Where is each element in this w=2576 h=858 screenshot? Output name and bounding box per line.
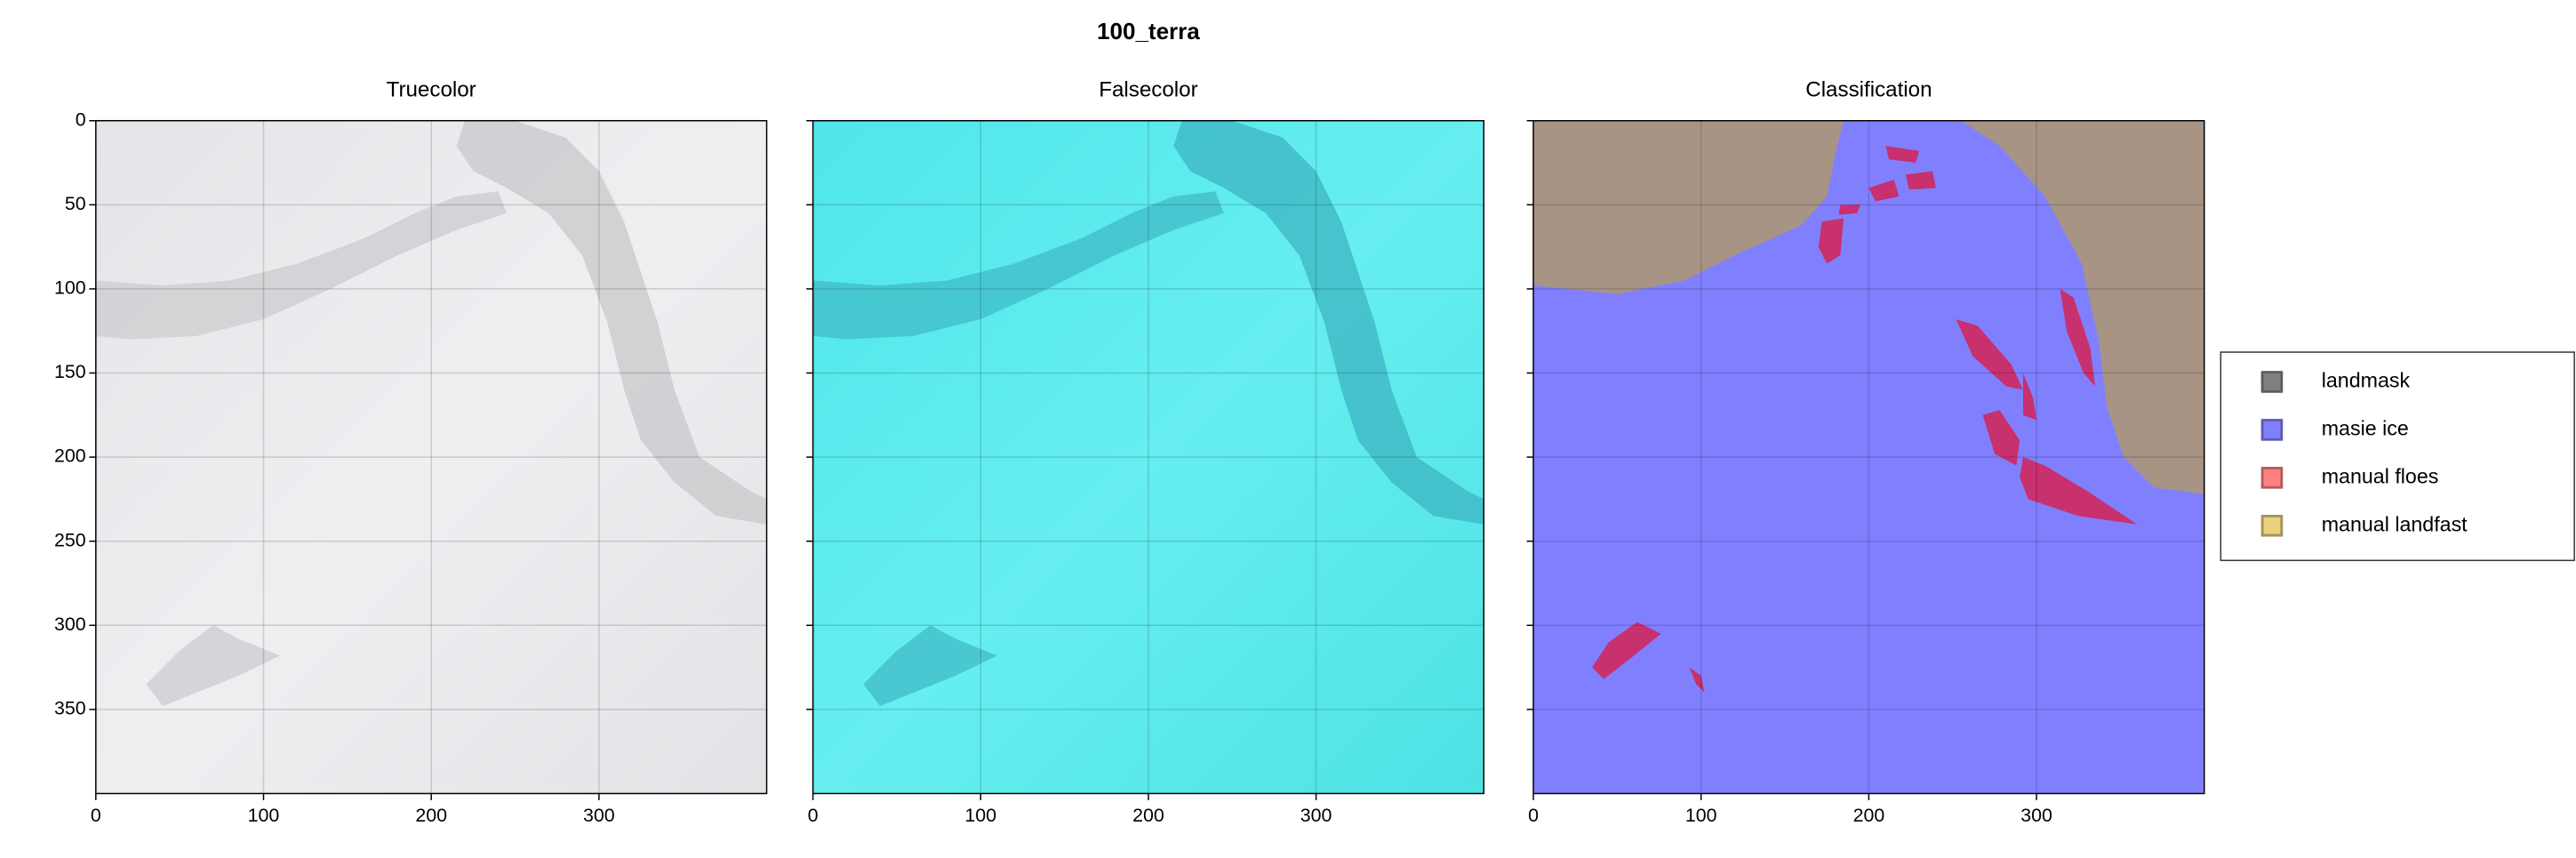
legend-label: manual floes <box>2322 464 2439 487</box>
legend-label: manual landfast <box>2322 512 2468 535</box>
y-tick-label: 50 <box>65 193 86 214</box>
x-tick-label: 300 <box>2020 805 2052 826</box>
image-feature <box>863 625 998 707</box>
floe-region <box>1689 667 1705 693</box>
y-tick-label: 300 <box>54 613 86 635</box>
floe-region <box>1956 318 2023 390</box>
x-tick-label: 200 <box>1132 805 1164 826</box>
panel-title: Classification <box>1805 78 1932 102</box>
floe-region <box>1818 218 1844 264</box>
y-tick-label: 250 <box>54 529 86 550</box>
floe-region <box>1905 171 1936 190</box>
x-tick-label: 300 <box>1300 805 1332 826</box>
land-region <box>1533 120 1844 294</box>
floe-region <box>1838 204 1860 215</box>
axes-frame <box>1532 119 2205 795</box>
x-tick-label: 100 <box>964 805 996 826</box>
image-feature <box>146 625 281 707</box>
floe-region <box>2060 288 2096 387</box>
legend-label: masie ice <box>2322 417 2409 440</box>
y-tick-label: 350 <box>54 698 86 719</box>
image-feature <box>1173 120 1484 525</box>
legend-swatch-fill <box>2263 469 2281 486</box>
x-tick-label: 0 <box>808 805 819 826</box>
image-feature <box>812 191 1224 340</box>
image-panel <box>95 120 767 794</box>
image-panel <box>812 120 1484 794</box>
panel-title: Truecolor <box>387 78 476 102</box>
legend-swatch-fill <box>2263 373 2281 390</box>
image-feature <box>95 191 508 340</box>
x-tick-label: 100 <box>248 805 280 826</box>
floe-region <box>1982 410 2020 466</box>
floe-region <box>1885 146 1920 164</box>
x-tick-label: 0 <box>1528 805 1539 826</box>
legend-swatch-fill <box>2263 517 2281 534</box>
image-feature <box>456 120 767 525</box>
y-tick-label: 0 <box>76 108 86 130</box>
x-tick-label: 200 <box>415 805 447 826</box>
axes-frame <box>95 119 768 795</box>
x-tick-label: 200 <box>1853 805 1885 826</box>
floe-region <box>1592 621 1661 679</box>
y-tick-label: 200 <box>54 445 86 467</box>
floe-region <box>2022 373 2037 421</box>
y-tick-label: 100 <box>54 277 86 299</box>
x-tick-label: 300 <box>583 805 615 826</box>
legend-label: landmask <box>2322 369 2411 392</box>
legend-swatch-fill <box>2263 421 2281 438</box>
y-tick-label: 150 <box>54 361 86 382</box>
x-tick-label: 100 <box>1685 805 1717 826</box>
figure-title: 100_terra <box>1097 18 1200 44</box>
image-panel <box>1533 120 2204 794</box>
panel-title: Falsecolor <box>1099 78 1197 102</box>
x-tick-label: 0 <box>91 805 101 826</box>
floe-region <box>2020 457 2138 525</box>
axes-frame <box>812 119 1485 795</box>
floe-region <box>1868 179 1900 202</box>
land-region <box>1961 120 2204 494</box>
